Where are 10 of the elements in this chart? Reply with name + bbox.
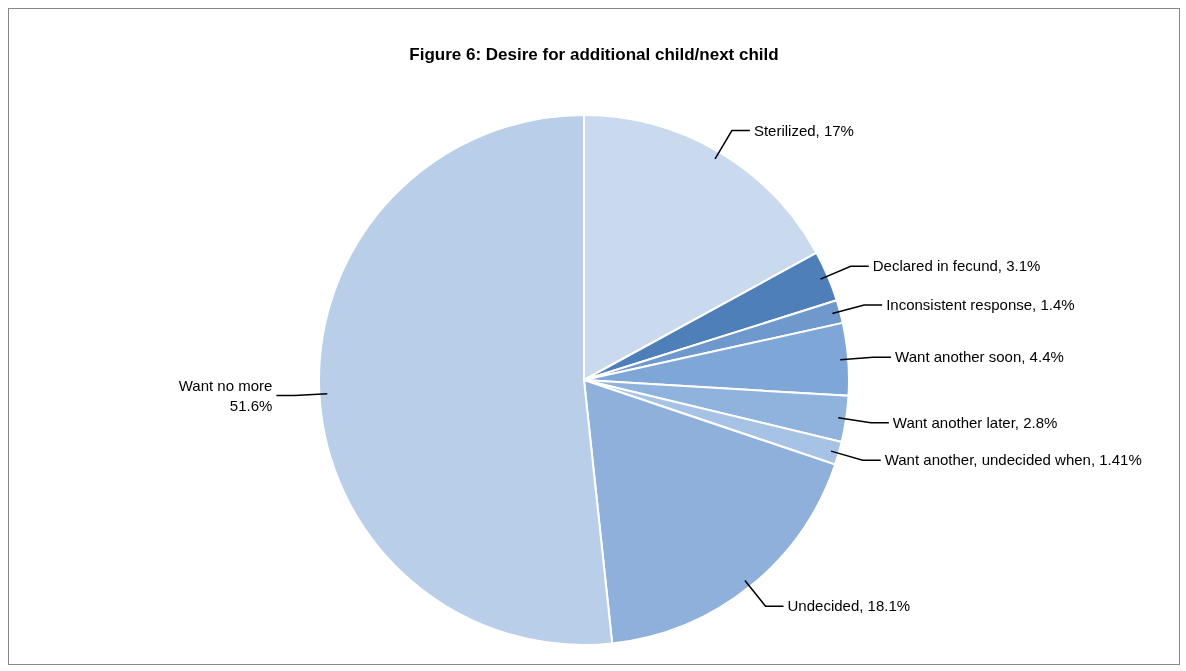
slice-label: Want another later, 2.8% xyxy=(892,413,1058,431)
data-label: 51.6% xyxy=(229,397,273,415)
slice-label: Want no more xyxy=(178,377,273,395)
slice-label: Undecided, 18.1% xyxy=(787,597,911,615)
slice-label: Want another, undecided when, 1.41% xyxy=(884,451,1142,469)
slice-label: Want another soon, 4.4% xyxy=(895,348,1064,366)
slice-label: Sterilized, 17% xyxy=(753,121,854,139)
slice-label: Inconsistent response, 1.4% xyxy=(886,296,1075,314)
chart-title: Figure 6: Desire for additional child/next child xyxy=(408,45,780,65)
slice-label: Declared in fecund, 3.1% xyxy=(872,257,1041,275)
